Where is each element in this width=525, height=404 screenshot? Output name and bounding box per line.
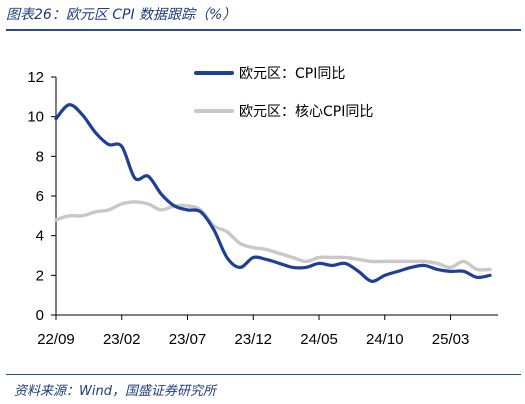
chart-axes: 0 2 4 6 8 10 12 22/09 23/02 23/07 23/12 24/05 24/10 2… <box>27 69 498 348</box>
legend-label: 欧元区：核心CPI同比 <box>239 104 373 120</box>
chart-series <box>54 103 492 283</box>
chart-title: 图表26：欧元区 CPI 数据跟踪（%） <box>6 7 237 23</box>
y-tick-label: 0 <box>36 307 44 324</box>
y-tick-label: 4 <box>36 228 44 245</box>
y-tick-label: 10 <box>27 109 44 126</box>
legend-label: 欧元区：CPI同比 <box>239 66 345 82</box>
y-tick-label: 6 <box>36 188 44 205</box>
source-note: 资料来源：Wind，国盛证券研究所 <box>14 384 216 399</box>
title-rule <box>6 29 521 31</box>
x-tick-label: 23/12 <box>234 331 272 348</box>
x-tick-label: 24/05 <box>300 331 338 348</box>
y-tick-label: 12 <box>27 69 44 86</box>
x-tick-label: 23/07 <box>169 331 207 348</box>
series-line-cpi-yoy <box>54 103 492 283</box>
y-tick-label: 2 <box>36 267 44 284</box>
series-line-core-cpi-yoy <box>54 200 492 272</box>
x-tick-label: 22/09 <box>37 331 75 348</box>
x-tick-label: 23/02 <box>103 331 141 348</box>
x-tick-label: 24/10 <box>366 331 404 348</box>
x-tick-label: 25/03 <box>432 331 470 348</box>
y-tick-label: 8 <box>36 148 44 165</box>
footer-rule <box>6 374 521 375</box>
